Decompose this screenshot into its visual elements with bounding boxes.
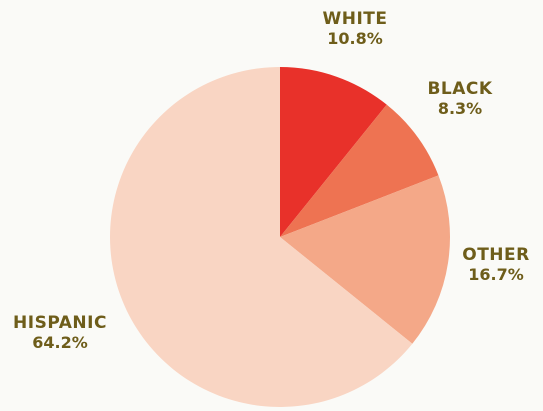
pie-slice-black: [280, 104, 439, 237]
slice-label-black: BLACK 8.3%: [415, 79, 505, 118]
slice-label-other: OTHER 16.7%: [446, 245, 543, 284]
slice-name-hispanic: HISPANIC: [13, 313, 107, 333]
slice-value-hispanic: 64.2%: [32, 332, 88, 352]
slice-label-hispanic: HISPANIC 64.2%: [4, 313, 116, 352]
slice-name-other: OTHER: [462, 245, 530, 265]
slice-value-black: 8.3%: [437, 98, 483, 118]
pie-slice-other: [280, 175, 450, 344]
pie-slice-white: [280, 67, 387, 237]
pie-slice-hispanic: [109, 67, 413, 407]
slice-value-white: 10.8%: [327, 28, 383, 48]
slice-name-black: BLACK: [427, 79, 493, 99]
slice-label-white: WHITE 10.8%: [300, 9, 410, 48]
slice-name-white: WHITE: [322, 9, 388, 29]
slice-value-other: 16.7%: [468, 264, 524, 284]
